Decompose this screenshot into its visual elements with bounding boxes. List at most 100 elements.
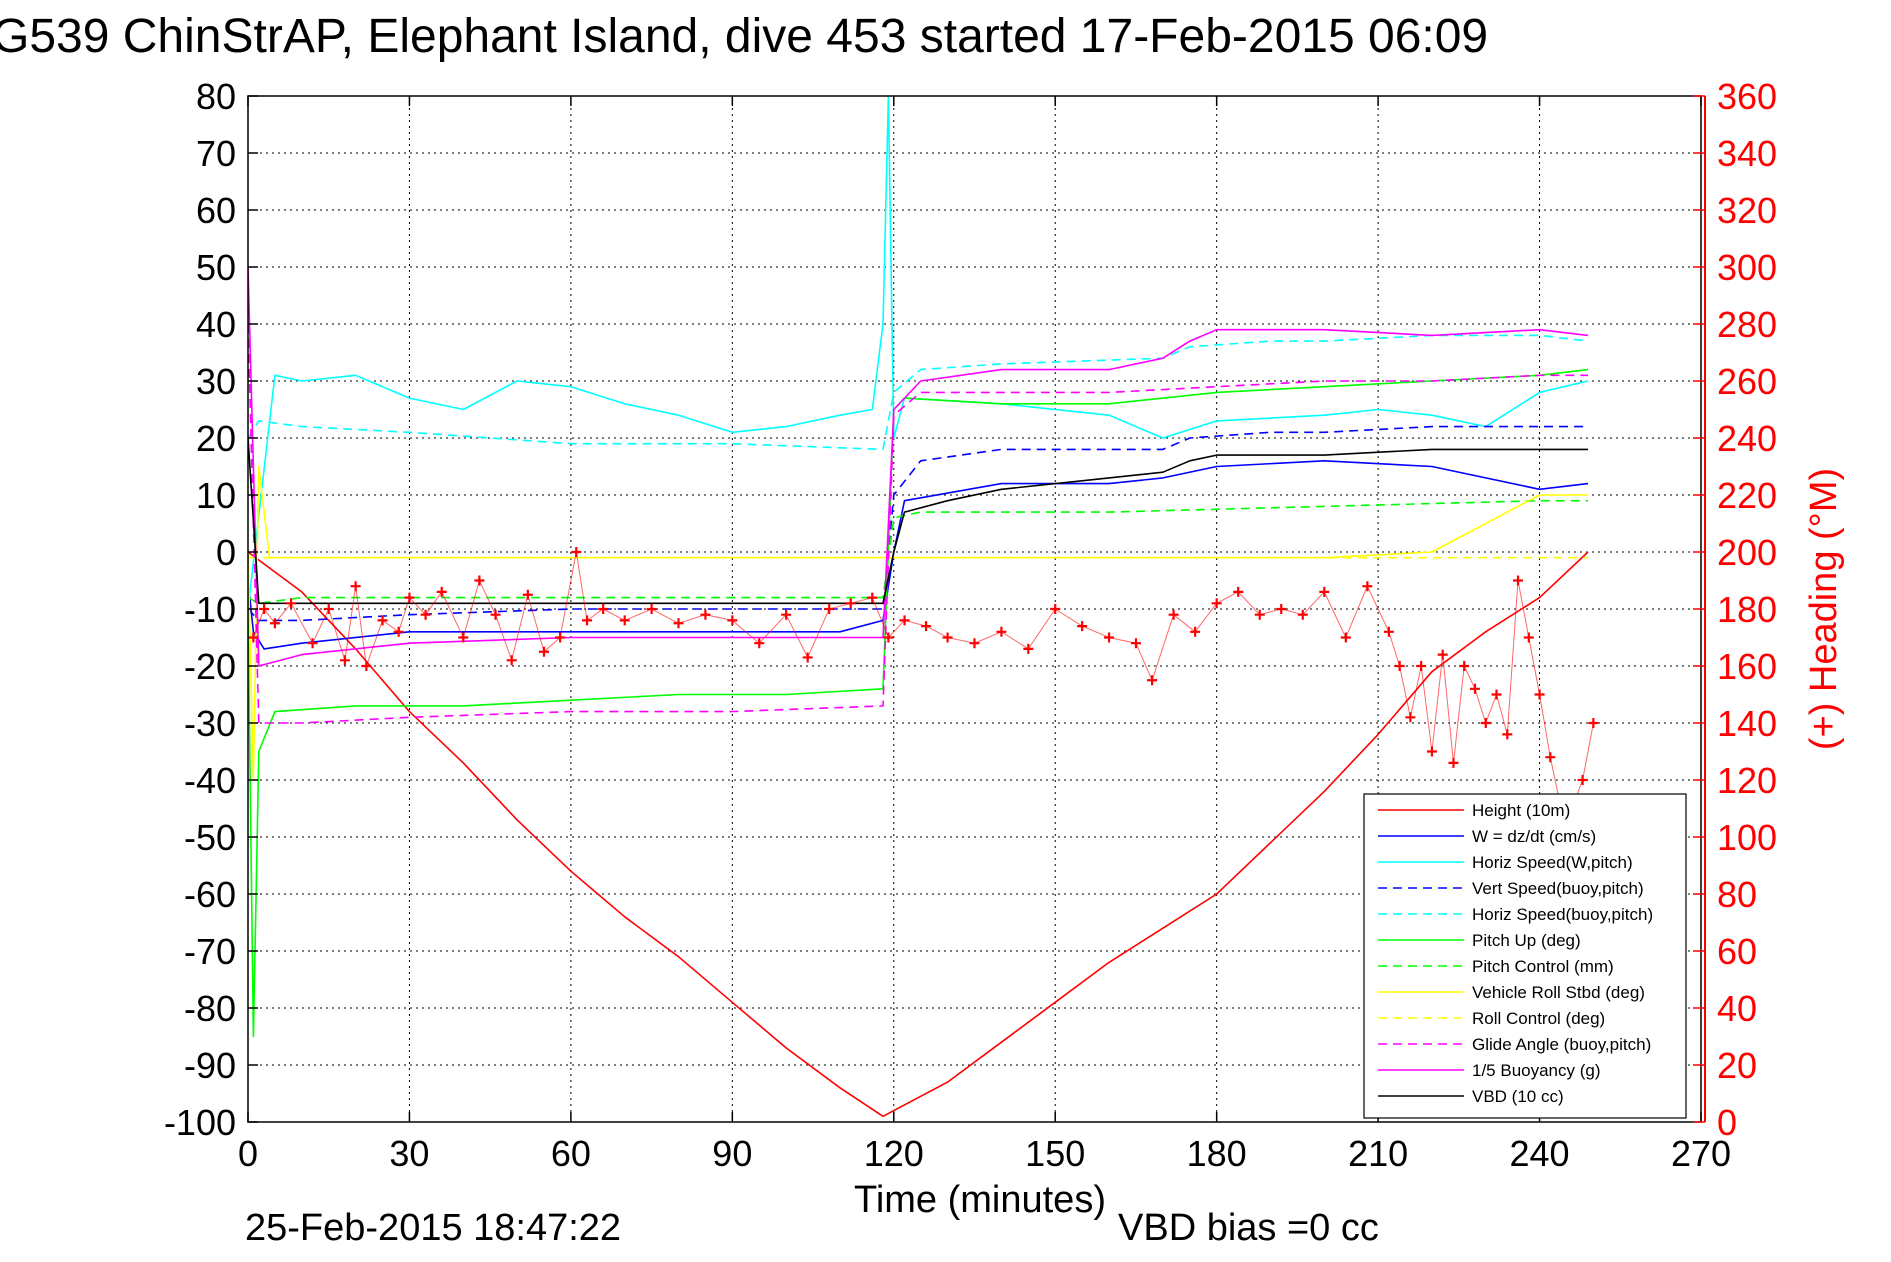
legend: Height (10m) W = dz/dt (cm/s) Horiz Speed(…: [1363, 793, 1687, 1119]
heading-marker: [1168, 609, 1179, 620]
series-vbd-10-cc: [248, 437, 1588, 605]
x-tick-label: 120: [864, 1133, 924, 1174]
y2-tick-label: 80: [1717, 874, 1757, 915]
y-tick-label: 80: [196, 76, 236, 117]
heading-marker: [1405, 712, 1416, 723]
y2-tick-label: 40: [1717, 988, 1757, 1029]
heading-marker: [1211, 598, 1222, 609]
legend-box: [1363, 793, 1687, 1119]
heading-marker: [700, 609, 711, 620]
y-tick-label: -80: [184, 988, 236, 1029]
y-axis-left: 80 70 60 50 40 30 20 10 0 -10 -20 -30 -40 -50 -60 -70 -8…: [164, 76, 258, 1143]
y-tick-label: 70: [196, 133, 236, 174]
heading-marker: [781, 609, 792, 620]
series-horiz-speed-buoy-pitch: [248, 334, 1589, 451]
heading-marker: [259, 604, 270, 614]
legend-label: Horiz Speed(buoy,pitch): [1472, 905, 1653, 924]
heading-marker: [1050, 604, 1061, 614]
heading-marker: [1394, 661, 1405, 671]
y2-tick-label: 220: [1717, 475, 1777, 516]
legend-label: Pitch Up (deg): [1472, 931, 1581, 950]
y2-tick-label: 0: [1717, 1102, 1737, 1143]
series-1-5-buoyancy-g: [248, 266, 1589, 667]
heading-marker: [1545, 752, 1556, 763]
series-w-dz-dt-cm-s: [248, 459, 1589, 650]
y-tick-label: 30: [196, 361, 236, 402]
y2-tick-label: 140: [1717, 703, 1777, 744]
y2-tick-label: 20: [1717, 1045, 1757, 1086]
heading-marker: [361, 661, 372, 671]
y2-tick-label: 160: [1717, 646, 1777, 687]
heading-marker: [1469, 683, 1480, 694]
heading-marker: [490, 609, 501, 620]
y-tick-label: 40: [196, 304, 236, 345]
heading-marker: [1362, 581, 1373, 592]
heading-marker: [1254, 609, 1265, 620]
legend-label: Height (10m): [1472, 801, 1570, 820]
legend-label: VBD (10 cc): [1472, 1087, 1564, 1106]
heading-marker: [420, 609, 431, 620]
series-glide-angle-buoy-pitch: [248, 323, 1588, 724]
heading-marker: [582, 615, 593, 626]
y2-tick-label: 360: [1717, 76, 1777, 117]
y2-tick-label: 120: [1717, 760, 1777, 801]
legend-label: Pitch Control (mm): [1472, 957, 1614, 976]
legend-label: Horiz Speed(W,pitch): [1472, 853, 1633, 872]
heading-marker: [1297, 609, 1308, 620]
heading-marker: [646, 604, 657, 614]
y-tick-label: -60: [184, 874, 236, 915]
heading-marker: [754, 638, 765, 649]
legend-label: Glide Angle (buoy,pitch): [1472, 1035, 1651, 1054]
heading-marker: [248, 632, 259, 643]
heading-marker: [1534, 689, 1545, 700]
legend-label: Roll Control (deg): [1472, 1009, 1605, 1028]
y-tick-label: 50: [196, 247, 236, 288]
heading-marker: [1513, 575, 1524, 586]
legend-label: Vehicle Roll Stbd (deg): [1472, 983, 1645, 1002]
heading-marker: [436, 586, 447, 597]
series-vert-speed-buoy-pitch: [248, 425, 1588, 622]
y2-tick-label: 100: [1717, 817, 1777, 858]
heading-marker: [286, 598, 297, 609]
heading-marker: [942, 632, 953, 643]
heading-marker: [339, 655, 350, 666]
heading-marker: [555, 632, 566, 643]
heading-marker: [1523, 632, 1534, 643]
y2-tick-label: 280: [1717, 304, 1777, 345]
heading-marker: [506, 655, 517, 666]
x-tick-label: 180: [1187, 1133, 1247, 1174]
heading-marker: [1147, 675, 1158, 686]
y2-tick-label: 240: [1717, 418, 1777, 459]
series-lines: [248, 96, 1589, 1118]
heading-marker: [1104, 632, 1115, 643]
heading-marker: [350, 581, 361, 592]
y2-tick-label: 260: [1717, 361, 1777, 402]
x-tick-label: 30: [389, 1133, 429, 1174]
y2-tick-label: 320: [1717, 190, 1777, 231]
heading-marker: [571, 547, 582, 557]
heading-marker: [867, 592, 878, 603]
series-height-10m: [248, 551, 1589, 1118]
heading-marker: [802, 652, 813, 663]
heading-marker: [1233, 586, 1244, 597]
heading-marker: [393, 626, 404, 637]
heading-marker: [883, 632, 894, 643]
y2-tick-label: 200: [1717, 532, 1777, 573]
heading-marker: [899, 615, 910, 626]
heading-marker: [1577, 775, 1588, 785]
heading-marker: [1130, 638, 1141, 649]
heading-marker: [404, 592, 415, 603]
legend-label: W = dz/dt (cm/s): [1472, 827, 1596, 846]
y2-tick-label: 180: [1717, 589, 1777, 630]
heading-marker: [269, 618, 280, 629]
heading-marker: [458, 632, 469, 643]
x-tick-label: 90: [712, 1133, 752, 1174]
y2-tick-label: 340: [1717, 133, 1777, 174]
heading-marker: [1437, 649, 1448, 660]
heading-marker: [824, 604, 835, 614]
heading-marker: [1077, 621, 1088, 632]
y-tick-label: -50: [184, 817, 236, 858]
heading-marker: [1448, 757, 1459, 768]
heading-marker: [1426, 746, 1437, 757]
